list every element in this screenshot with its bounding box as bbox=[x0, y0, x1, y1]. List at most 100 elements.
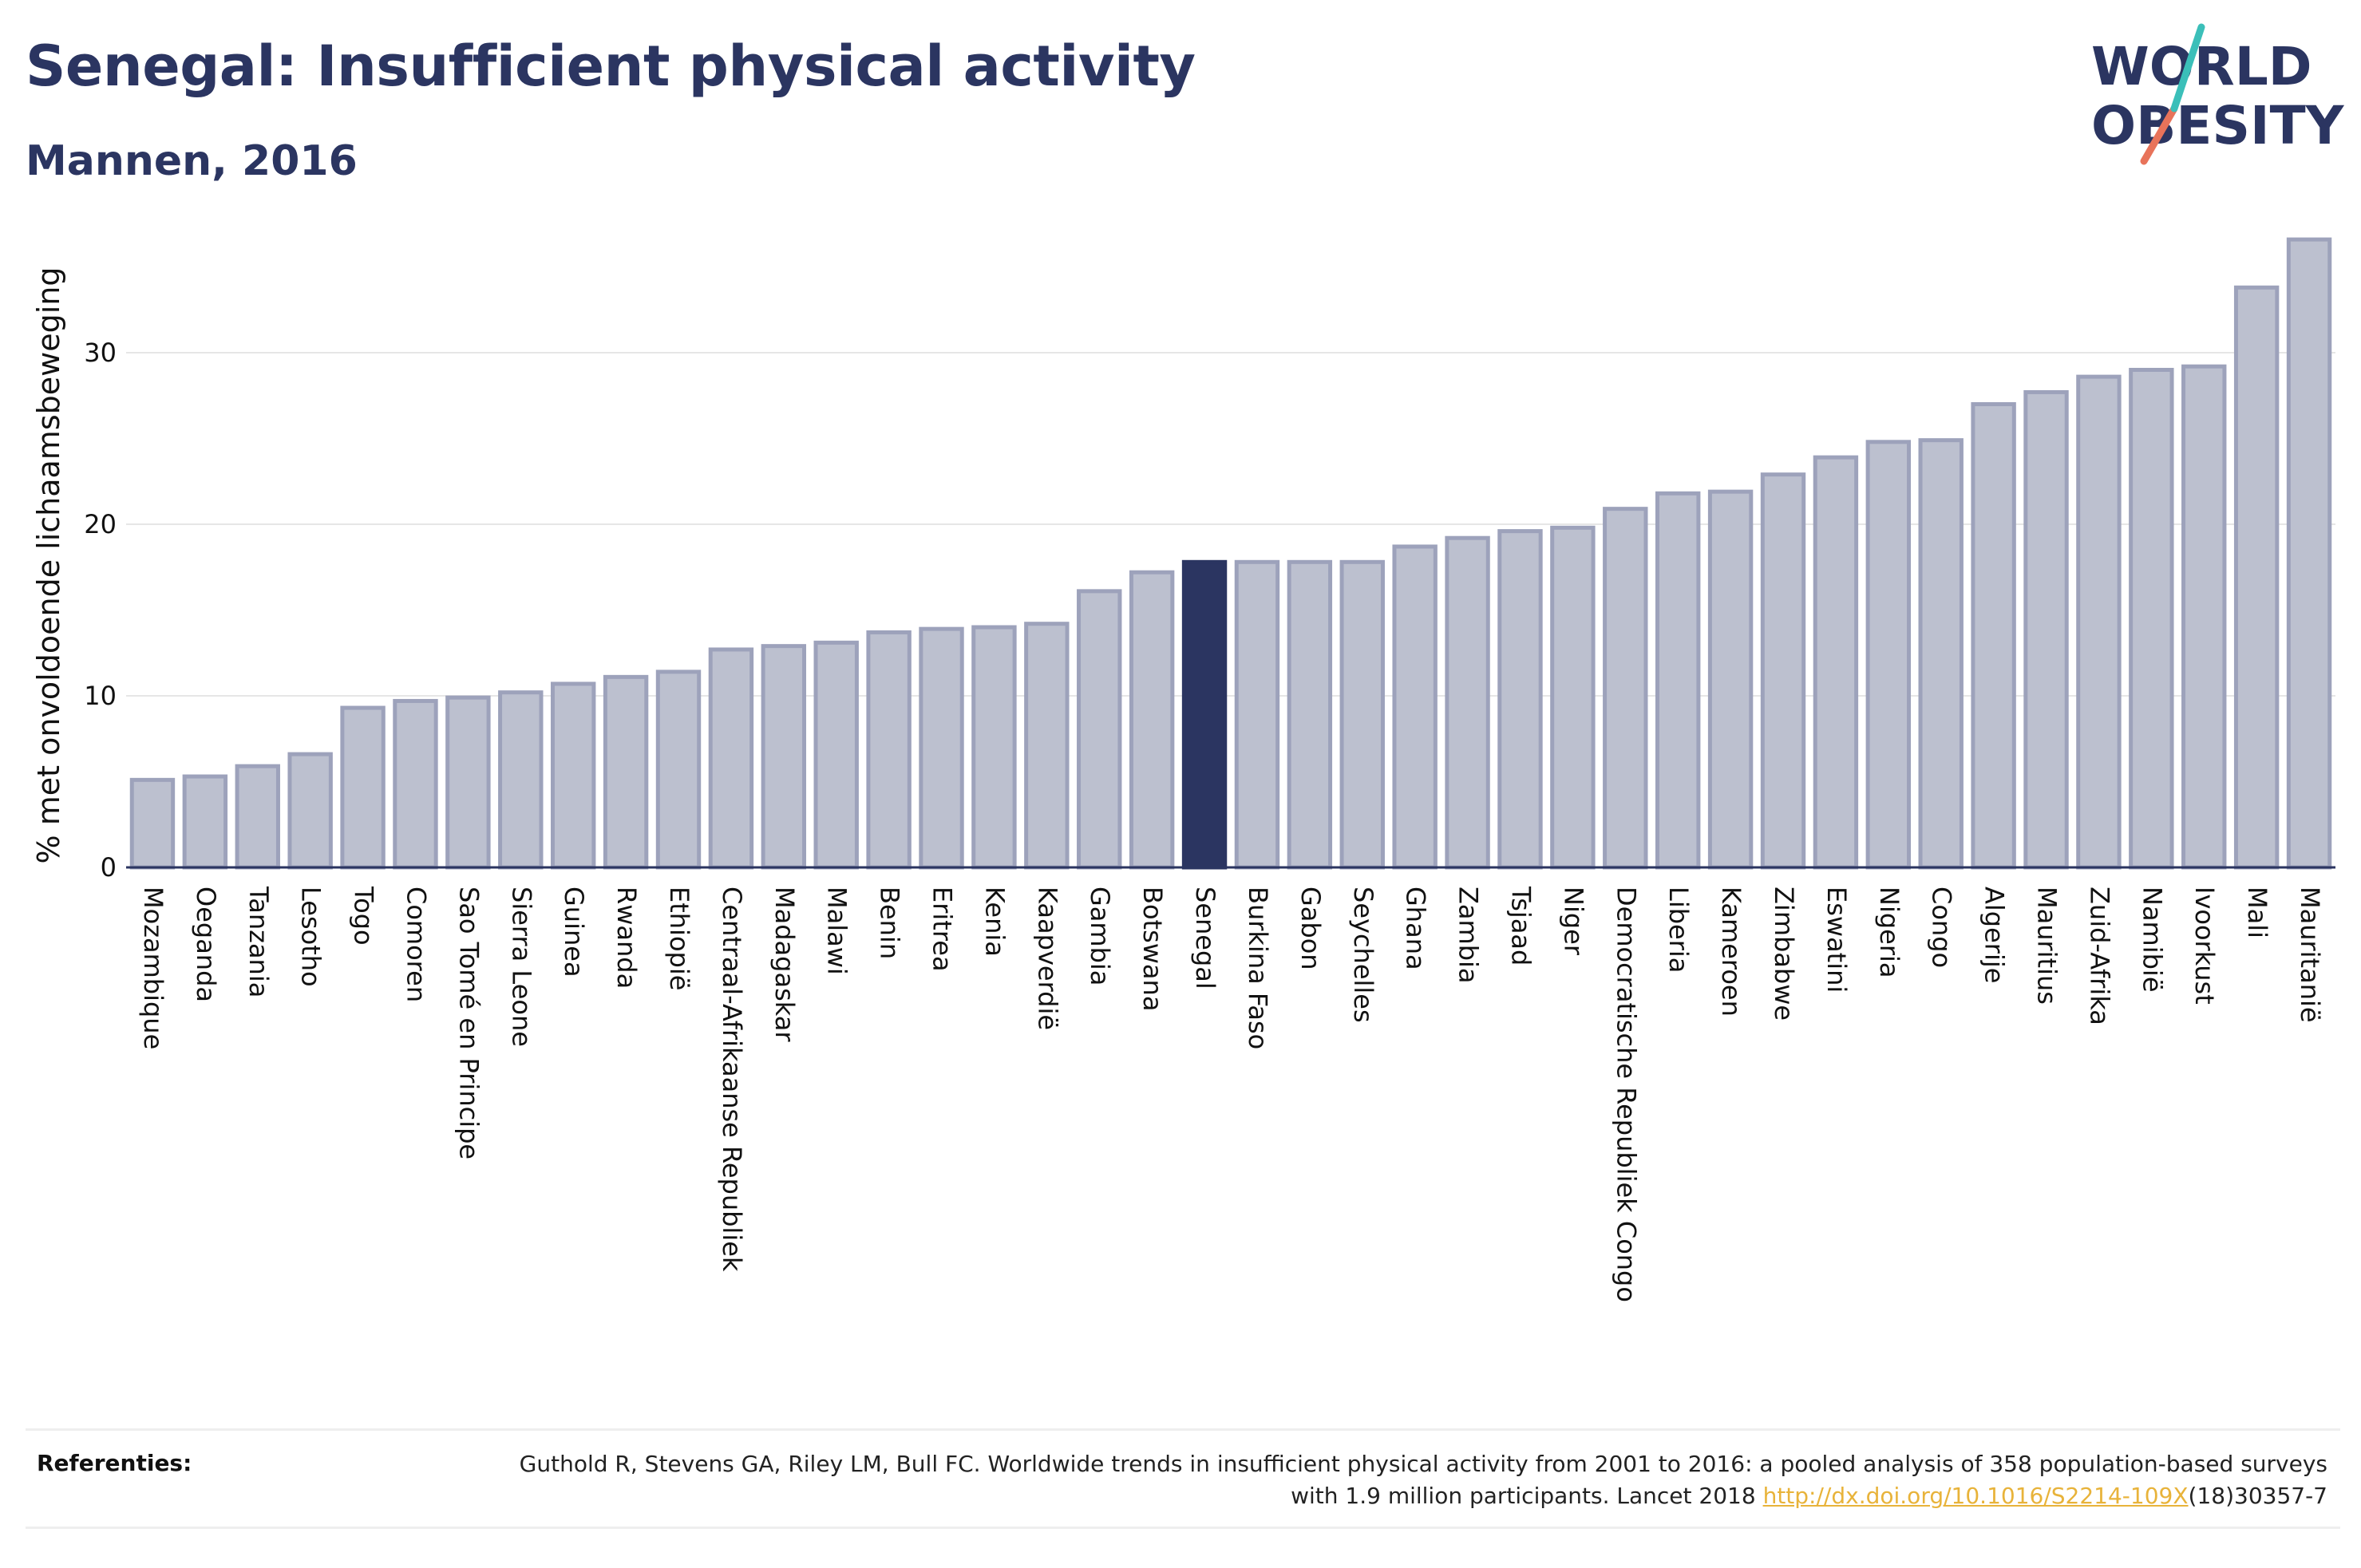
x-category-label: Zimbabwe bbox=[1769, 887, 1799, 1021]
bar bbox=[445, 695, 491, 870]
x-category-label: Benin bbox=[875, 887, 905, 959]
x-category-label: Madagaskar bbox=[769, 887, 800, 1042]
bar bbox=[1865, 440, 1912, 870]
bar bbox=[919, 626, 964, 870]
bar bbox=[287, 752, 333, 870]
bar bbox=[603, 674, 649, 870]
reference-citation: Guthold R, Stevens GA, Riley LM, Bull FC… bbox=[519, 1451, 2327, 1509]
bar bbox=[1760, 472, 1806, 870]
bar bbox=[1392, 544, 1438, 870]
logo-slash-teal bbox=[2170, 23, 2205, 113]
x-category-label: Liberia bbox=[1663, 887, 1694, 973]
x-category-label: Mauritanië bbox=[2295, 887, 2325, 1023]
x-category-label: Kameroen bbox=[1716, 887, 1746, 1017]
x-category-label: Togo bbox=[349, 886, 379, 946]
x-category-label: Seychelles bbox=[1348, 887, 1378, 1023]
bar bbox=[1445, 535, 1490, 870]
chart-subtitle: Mannen, 2016 bbox=[26, 137, 358, 185]
bar bbox=[340, 705, 386, 870]
bar bbox=[235, 764, 280, 870]
y-tick-labels: 0 10 20 30 bbox=[84, 338, 117, 883]
bar bbox=[708, 647, 754, 870]
bar bbox=[1234, 559, 1280, 870]
bar bbox=[761, 644, 807, 870]
x-category-label: Gambia bbox=[1085, 887, 1115, 985]
bar bbox=[866, 630, 912, 870]
bar bbox=[2129, 368, 2174, 870]
x-category-label: Democratische Republiek Congo bbox=[1611, 887, 1641, 1302]
bar bbox=[498, 690, 544, 870]
references-box: Referenties: Guthold R, Stevens GA, Rile… bbox=[26, 1428, 2340, 1529]
x-category-label: Congo bbox=[1927, 887, 1957, 968]
logo-line2: OBESITY bbox=[2091, 95, 2345, 156]
x-category-label: Mali bbox=[2242, 887, 2272, 938]
logo-slash-coral bbox=[2140, 105, 2178, 165]
x-category-label: Ivoorkust bbox=[2189, 887, 2220, 1005]
bar bbox=[1655, 491, 1701, 870]
x-category-label: Kaapverdië bbox=[1032, 887, 1062, 1030]
bar bbox=[1024, 622, 1070, 870]
bar bbox=[182, 774, 228, 870]
x-category-label: Mozambique bbox=[138, 887, 168, 1049]
x-category-label: Nigeria bbox=[1874, 887, 1904, 978]
y-axis-label: % met onvoldoende lichaamsbeweging bbox=[31, 267, 66, 864]
bar bbox=[2023, 389, 2069, 870]
grid-lines bbox=[126, 352, 2335, 697]
x-category-label: Tanzania bbox=[243, 886, 274, 997]
y-tick-label: 20 bbox=[84, 509, 117, 539]
y-tick-label: 0 bbox=[101, 852, 117, 883]
bar bbox=[1707, 489, 1754, 870]
reference-citation-end: (18)30357-7 bbox=[2188, 1483, 2327, 1509]
x-category-label: Mauritius bbox=[2032, 887, 2062, 1005]
bar-highlighted bbox=[1181, 559, 1228, 870]
x-category-label: Zuid-Afrika bbox=[2084, 887, 2114, 1025]
x-category-label: Niger bbox=[1558, 887, 1588, 956]
bar bbox=[1077, 589, 1122, 870]
reference-doi-link[interactable]: http://dx.doi.org/10.1016/S2214-109X bbox=[1762, 1483, 2189, 1509]
x-category-label: Sierra Leone bbox=[506, 887, 536, 1047]
x-category-label: Eswatini bbox=[1821, 887, 1852, 993]
bar bbox=[2076, 374, 2122, 870]
bar bbox=[2181, 364, 2227, 870]
references-text: Guthold R, Stevens GA, Riley LM, Bull FC… bbox=[492, 1448, 2327, 1512]
x-category-label: Ghana bbox=[1401, 887, 1431, 970]
bar bbox=[1813, 455, 1859, 870]
x-category-label: Oeganda bbox=[191, 887, 221, 1002]
bar bbox=[813, 640, 859, 870]
x-category-label: Gabon bbox=[1295, 887, 1326, 970]
x-category-label: Senegal bbox=[1190, 887, 1220, 989]
bar bbox=[1129, 570, 1175, 870]
x-category-label: Guinea bbox=[559, 887, 589, 978]
chart-title: Senegal: Insufficient physical activity bbox=[26, 34, 1196, 99]
x-category-label: Centraal-Afrikaanse Republiek bbox=[717, 887, 747, 1272]
x-category-label: Lesotho bbox=[296, 887, 326, 987]
bar bbox=[1550, 525, 1596, 870]
bar bbox=[655, 669, 702, 870]
bar bbox=[1497, 529, 1543, 870]
bar bbox=[971, 625, 1017, 870]
bar-chart: 0 10 20 30 Mozambique Oeganda Tanzania Lesotho… bbox=[31, 237, 2335, 1302]
x-category-label: Rwanda bbox=[611, 887, 642, 989]
bar bbox=[393, 698, 438, 870]
bar bbox=[1339, 559, 1385, 870]
x-category-label: Zambia bbox=[1453, 887, 1484, 984]
references-label: Referenties: bbox=[37, 1450, 192, 1476]
y-tick-label: 10 bbox=[84, 681, 117, 711]
logo-line1: WORLD bbox=[2091, 36, 2312, 97]
bars bbox=[129, 237, 2332, 870]
x-category-label: Algerije bbox=[1979, 887, 2010, 983]
x-category-label: Botswana bbox=[1137, 887, 1168, 1011]
x-category-label: Ethiopië bbox=[664, 887, 694, 990]
x-category-label: Sao Tomé en Principe bbox=[453, 887, 484, 1159]
bar bbox=[1971, 402, 2016, 870]
world-obesity-logo: WORLD OBESITY bbox=[2091, 23, 2345, 165]
x-category-label: Kenia bbox=[979, 887, 1010, 957]
bar bbox=[1603, 507, 1648, 870]
x-category-label: Tsjaad bbox=[1505, 886, 1536, 966]
bar bbox=[1287, 559, 1333, 870]
x-category-label: Eritrea bbox=[927, 887, 958, 972]
bar bbox=[1918, 438, 1964, 870]
y-tick-label: 30 bbox=[84, 338, 117, 368]
bar bbox=[2233, 285, 2280, 870]
bar bbox=[550, 681, 596, 870]
